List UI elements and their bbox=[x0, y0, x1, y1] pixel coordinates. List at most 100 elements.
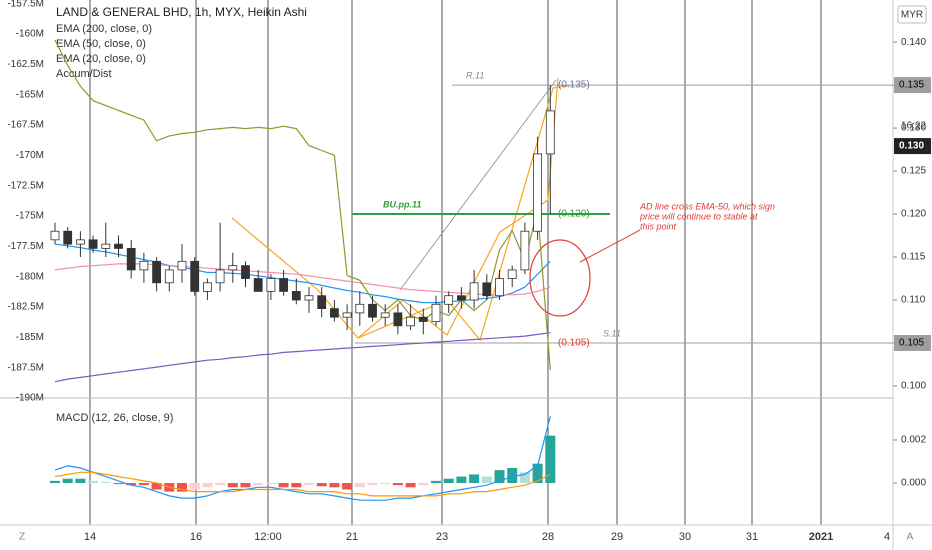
macd-bar bbox=[177, 483, 187, 492]
y2-tick-label: -157.5M bbox=[7, 0, 44, 9]
candle-body bbox=[190, 260, 200, 292]
macd-bar bbox=[138, 483, 149, 486]
y2-tick-label: -187.5M bbox=[7, 362, 44, 373]
macd-bar bbox=[100, 481, 111, 484]
y2-tick-label: -180M bbox=[16, 271, 44, 282]
y2-tick-label: -182.5M bbox=[7, 302, 44, 313]
annotation: price will continue to stable at bbox=[639, 211, 758, 221]
macd-bar bbox=[418, 483, 429, 486]
y2-tick-label: -177.5M bbox=[7, 241, 44, 252]
candle-body bbox=[469, 282, 479, 301]
candle-body bbox=[495, 278, 504, 297]
candle-body bbox=[431, 303, 441, 322]
macd-bar bbox=[240, 483, 251, 488]
x-tick-label: 16 bbox=[190, 531, 202, 543]
macd-bar bbox=[431, 480, 441, 484]
candle-body bbox=[482, 282, 492, 297]
candle-body bbox=[380, 312, 390, 318]
macd-tick-label: 0.002 bbox=[901, 435, 926, 446]
candle-body bbox=[545, 110, 555, 155]
level-name: R.11 bbox=[466, 70, 484, 80]
macd-bar bbox=[380, 483, 391, 485]
y-tick-label: 0.110 bbox=[901, 295, 926, 306]
macd-bar bbox=[304, 483, 314, 486]
indicator-label: Accum/Dist bbox=[56, 68, 112, 80]
level-value-label: (0.105) bbox=[558, 338, 590, 349]
macd-bar bbox=[75, 478, 86, 484]
macd-bar bbox=[215, 483, 226, 486]
candle-body bbox=[418, 316, 428, 322]
x-tick-label: 4 bbox=[884, 531, 890, 543]
y-tick-label: 0.130 bbox=[901, 123, 926, 134]
candle-body bbox=[177, 260, 187, 271]
auto-scale[interactable]: A bbox=[907, 532, 914, 543]
x-tick-label: 29 bbox=[611, 531, 623, 543]
macd-bar bbox=[494, 470, 505, 484]
candle-body bbox=[368, 303, 377, 318]
level-value-label: (0.120) bbox=[558, 209, 590, 220]
candle-body bbox=[241, 265, 250, 279]
y2-tick-label: -175M bbox=[16, 211, 44, 222]
x-tick-label: 31 bbox=[746, 531, 758, 543]
y2-tick-label: -167.5M bbox=[7, 120, 44, 131]
y2-tick-label: -162.5M bbox=[7, 59, 44, 70]
macd-bar bbox=[469, 474, 480, 484]
candle-body bbox=[253, 278, 263, 292]
x-tick-label: 12:00 bbox=[254, 531, 282, 543]
macd-line bbox=[54, 471, 551, 497]
candle-body bbox=[63, 230, 73, 245]
level-price-text: 0.135 bbox=[899, 80, 924, 91]
price-tag-label: 0.130 bbox=[899, 141, 924, 152]
macd-bar bbox=[367, 483, 378, 486]
level-price-box bbox=[894, 77, 931, 94]
candle-body bbox=[76, 239, 85, 245]
currency: MYR bbox=[901, 10, 923, 21]
macd-bar bbox=[88, 480, 99, 484]
macd-bar bbox=[265, 483, 276, 485]
x-tick-label: 28 bbox=[542, 531, 554, 543]
macd-bar bbox=[126, 483, 137, 486]
macd-bar bbox=[50, 480, 60, 484]
y-tick-label: 0.120 bbox=[901, 209, 926, 220]
level-value-label: (0.135) bbox=[558, 80, 590, 91]
annotation: this point bbox=[640, 221, 677, 231]
level-price-text: 0.105 bbox=[899, 338, 924, 349]
macd-bar bbox=[291, 483, 302, 488]
y2-tick-label: -190M bbox=[16, 393, 44, 404]
candle-body bbox=[355, 303, 365, 314]
candle-body bbox=[304, 295, 314, 301]
macd-bar bbox=[456, 476, 467, 484]
macd-tick-label: 0.000 bbox=[901, 478, 926, 489]
candle-body bbox=[279, 278, 289, 292]
candle-body bbox=[393, 312, 403, 327]
candle-body bbox=[266, 278, 276, 292]
macd-bar bbox=[189, 483, 200, 490]
x-tick-label: 30 bbox=[679, 531, 691, 543]
y2-tick-label: -165M bbox=[16, 89, 44, 100]
macd-bar bbox=[354, 483, 365, 488]
line-series bbox=[54, 263, 551, 296]
candle-body bbox=[456, 295, 466, 301]
macd-title: MACD (12, 26, close, 9) bbox=[56, 412, 173, 424]
candle-body bbox=[50, 230, 60, 241]
x-tick-label: 2021 bbox=[809, 531, 833, 543]
x-tick-label: 21 bbox=[346, 531, 358, 543]
macd-bar bbox=[507, 467, 518, 484]
candle-body bbox=[202, 282, 212, 292]
chart-title: LAND & GENERAL BHD, 1h, MYX, Heikin Ashi bbox=[56, 5, 307, 19]
y2-tick-label: -160M bbox=[16, 29, 44, 40]
indicator-label: EMA (50, close, 0) bbox=[56, 38, 146, 50]
macd-bar bbox=[443, 478, 454, 484]
macd-bar bbox=[392, 483, 403, 486]
candle-body bbox=[101, 243, 111, 249]
indicator-label: EMA (200, close, 0) bbox=[56, 23, 152, 35]
zoom-icon[interactable]: Z bbox=[19, 532, 25, 543]
y-tick-label: 0.100 bbox=[901, 381, 926, 392]
price-tag-box bbox=[894, 138, 931, 155]
line-series bbox=[54, 243, 551, 304]
y2-tick-label: -185M bbox=[16, 332, 44, 343]
candle-body bbox=[228, 265, 238, 271]
candle-body bbox=[317, 295, 327, 310]
macd-bar bbox=[316, 483, 327, 487]
